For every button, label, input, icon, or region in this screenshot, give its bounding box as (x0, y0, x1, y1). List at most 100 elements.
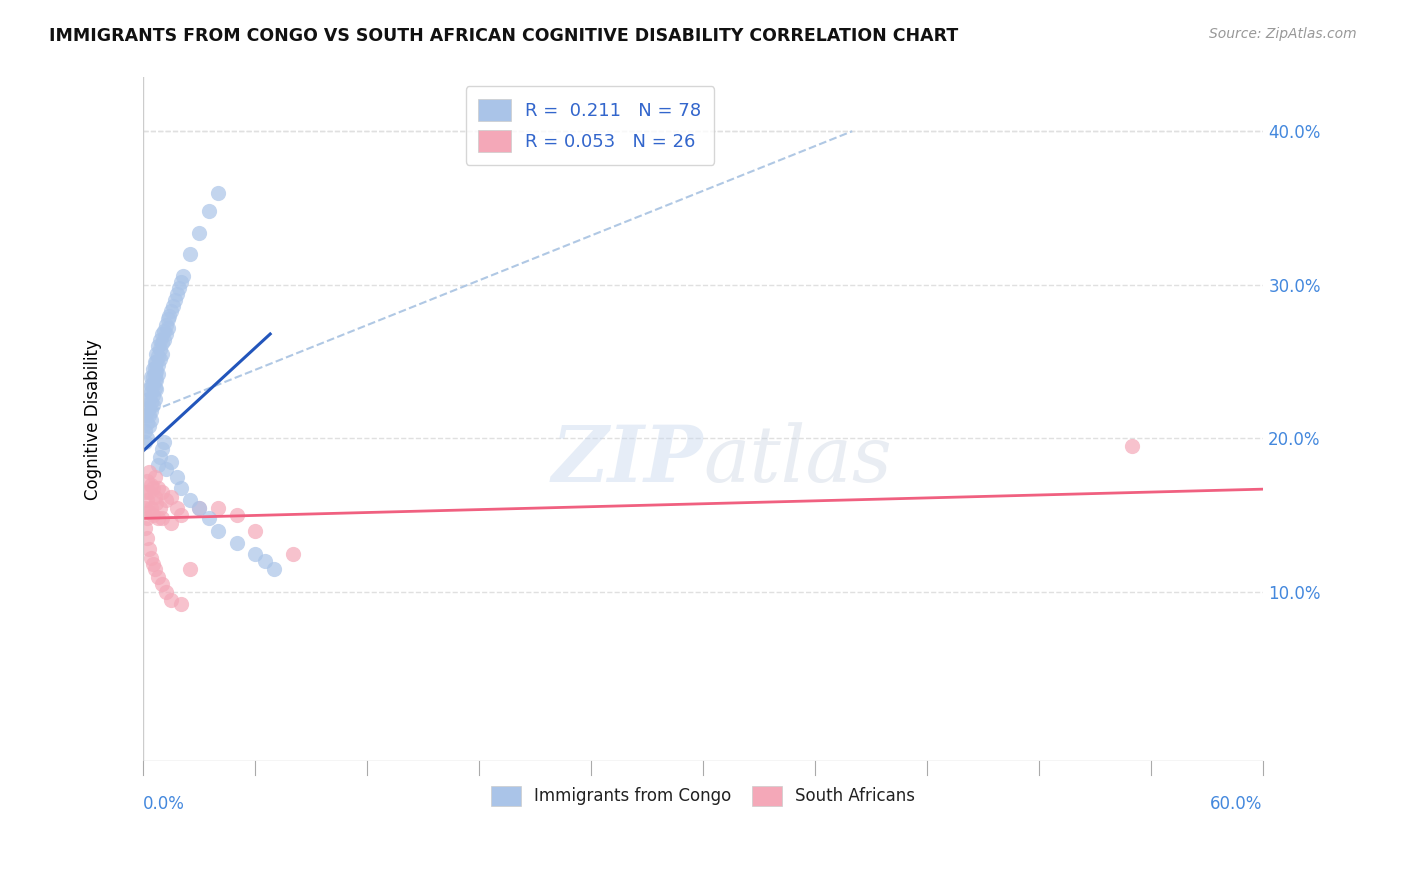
Point (160, 592, 183, 607)
Point (134, 500, 156, 515)
Point (169, 481, 191, 495)
Point (138, 401, 160, 415)
Point (150, 347, 173, 361)
Point (188, 500, 211, 515)
Point (207, 186, 229, 200)
Point (149, 343, 172, 357)
Point (139, 413, 162, 427)
Point (179, 247, 201, 261)
Point (138, 485, 160, 500)
Point (142, 481, 165, 495)
Point (155, 318, 177, 332)
Point (1121, 439, 1143, 453)
Point (139, 477, 162, 491)
Point (162, 299, 184, 313)
Point (136, 432, 159, 446)
Point (148, 570, 170, 584)
Point (136, 416, 159, 430)
Point (145, 496, 167, 510)
Point (138, 505, 160, 519)
Point (134, 424, 156, 438)
Point (139, 551, 162, 566)
Point (225, 536, 247, 550)
Point (136, 531, 159, 545)
Point (149, 333, 172, 347)
Point (145, 382, 167, 396)
Point (155, 492, 177, 507)
Point (134, 434, 156, 449)
Point (150, 336, 173, 351)
Point (138, 392, 160, 406)
Point (134, 520, 156, 534)
Point (159, 309, 181, 323)
Point (207, 524, 229, 538)
Point (143, 392, 166, 406)
Point (281, 547, 304, 561)
Point (155, 462, 177, 476)
Text: atlas: atlas (703, 422, 891, 499)
Text: Source: ZipAtlas.com: Source: ZipAtlas.com (1209, 27, 1357, 41)
Point (138, 542, 160, 557)
Point (172, 268, 194, 283)
Point (148, 367, 170, 381)
Point (160, 304, 183, 318)
Point (166, 470, 188, 484)
Point (138, 382, 160, 396)
Point (156, 321, 179, 335)
Point (149, 351, 172, 366)
Point (169, 275, 191, 289)
Text: ZIP: ZIP (551, 422, 703, 499)
Point (149, 450, 172, 464)
Point (136, 511, 159, 525)
Point (207, 500, 229, 515)
Point (148, 511, 170, 525)
Point (139, 370, 162, 384)
Point (134, 485, 156, 500)
Point (245, 524, 267, 538)
Text: 60.0%: 60.0% (1211, 796, 1263, 814)
Point (169, 598, 191, 612)
Point (148, 358, 170, 372)
Point (263, 562, 285, 576)
Point (169, 508, 191, 523)
Point (153, 333, 176, 347)
Point (139, 385, 162, 400)
Point (188, 226, 211, 240)
Point (143, 360, 166, 375)
Point (143, 373, 166, 387)
Point (253, 554, 276, 568)
Point (143, 381, 166, 395)
Point (150, 577, 173, 591)
Text: 0.0%: 0.0% (143, 796, 186, 814)
Point (166, 287, 188, 301)
Point (225, 508, 247, 523)
Legend: Immigrants from Congo, South Africans: Immigrants from Congo, South Africans (482, 777, 924, 814)
Point (143, 562, 166, 576)
Point (142, 388, 165, 402)
Point (160, 454, 183, 468)
Point (149, 500, 172, 515)
Point (136, 492, 159, 507)
Point (148, 339, 170, 353)
Point (139, 404, 162, 418)
Point (143, 470, 166, 484)
Point (143, 490, 166, 504)
Point (142, 362, 165, 376)
Point (148, 458, 170, 472)
Text: IMMIGRANTS FROM CONGO VS SOUTH AFRICAN COGNITIVE DISABILITY CORRELATION CHART: IMMIGRANTS FROM CONGO VS SOUTH AFRICAN C… (49, 27, 959, 45)
Point (145, 364, 167, 378)
Point (139, 500, 162, 515)
Point (139, 394, 162, 409)
Point (136, 392, 159, 407)
Point (156, 311, 179, 326)
Point (139, 377, 162, 392)
Point (148, 349, 170, 363)
Point (145, 347, 167, 361)
Point (155, 326, 177, 341)
Point (179, 492, 201, 507)
Point (136, 404, 159, 418)
Point (142, 370, 165, 384)
Point (138, 465, 160, 479)
Point (150, 326, 173, 341)
Point (153, 434, 176, 449)
